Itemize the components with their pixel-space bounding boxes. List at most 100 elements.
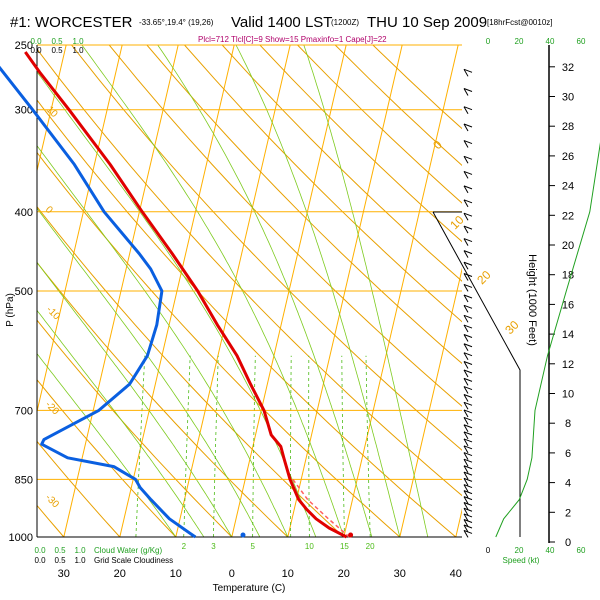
wind-barb-flag xyxy=(463,484,469,492)
cloud-water-scale-label: 1.0 xyxy=(74,546,86,555)
dry-adiabat-line xyxy=(37,319,233,537)
wind-barb-flag xyxy=(463,106,469,114)
isotherm-line xyxy=(455,508,462,537)
wind-barb xyxy=(463,343,473,348)
height-tick-label: 24 xyxy=(562,181,574,193)
dry-adiabat-line xyxy=(221,45,462,282)
wind-barb xyxy=(463,199,473,204)
cloud-scale-label: 0.0 xyxy=(30,37,42,46)
temperature-tick-label: 10 xyxy=(170,568,182,580)
wind-barb-flag xyxy=(463,294,469,303)
cloud-water-label: Cloud Water (g/Kg) xyxy=(94,546,163,555)
wind-barb-flag xyxy=(463,212,469,221)
moist-adiabat-line xyxy=(235,45,401,537)
wind-barb-flag xyxy=(463,361,469,369)
dry-adiabat-line xyxy=(184,45,462,323)
wind-barb xyxy=(463,445,473,450)
wind-barb xyxy=(463,377,473,382)
moist-adiabat-line xyxy=(37,207,261,537)
wind-barb-flag xyxy=(463,225,469,234)
moist-adiabat-line xyxy=(37,261,233,537)
wind-barb-flag xyxy=(463,465,469,473)
wind-barb-flag xyxy=(463,238,469,246)
wind-barb xyxy=(463,185,473,190)
temperature-tick-label: 0 xyxy=(229,568,235,580)
temperature-profile xyxy=(24,51,348,539)
wind-barb-flag xyxy=(463,199,469,208)
height-tick-label: 16 xyxy=(562,299,574,311)
temperature-tick-label: 40 xyxy=(450,568,462,580)
mixing-ratio-label: 3 xyxy=(211,542,216,551)
wind-barb xyxy=(463,369,473,374)
speed-axis-label: Speed (kt) xyxy=(503,556,540,565)
wind-barb xyxy=(463,424,473,429)
theta-label: 30 xyxy=(502,318,522,338)
wind-barb xyxy=(463,304,473,309)
wind-barb-flag xyxy=(463,424,469,432)
wind-barb-flag xyxy=(463,171,469,179)
wind-barb-flag xyxy=(463,324,469,333)
wind-barb-flag xyxy=(463,530,469,538)
pressure-tick-label: 500 xyxy=(15,286,33,298)
dewpoint-profile xyxy=(0,65,197,539)
moist-adiabat-line xyxy=(157,45,373,537)
dry-adiabat-line xyxy=(71,45,462,451)
pressure-tick-label: 700 xyxy=(15,405,33,417)
cloud-scale-label: 0.5 xyxy=(51,46,63,55)
wind-barb-flag xyxy=(463,438,469,447)
wind-barb xyxy=(463,519,473,523)
wind-barb xyxy=(463,416,473,421)
wind-barb xyxy=(463,238,473,243)
mixing-ratio-label: 10 xyxy=(305,542,314,551)
height-tick-label: 20 xyxy=(562,240,574,252)
height-tick-label: 6 xyxy=(565,448,571,460)
wind-barb xyxy=(463,294,473,299)
mixing-ratio-line xyxy=(183,355,191,537)
wind-barb xyxy=(463,458,473,463)
cloud-scale-label: 0.5 xyxy=(51,37,63,46)
wind-barb xyxy=(463,507,473,512)
left-temperature-label: 0 xyxy=(43,204,55,216)
wind-barb xyxy=(463,212,473,217)
wind-barb-flag xyxy=(463,123,469,132)
height-tick-label: 14 xyxy=(562,329,574,341)
wind-barb xyxy=(463,140,473,145)
wind-barb xyxy=(463,452,473,457)
temperature-tick-label: 10 xyxy=(282,568,294,580)
wind-barb xyxy=(463,394,473,398)
moist-adiabat-line xyxy=(37,145,289,537)
wind-barb xyxy=(463,88,473,92)
height-tick-label: 18 xyxy=(562,270,574,282)
valid-time: Valid 1400 LST xyxy=(231,14,333,31)
wind-barb-flag xyxy=(463,352,469,360)
wind-barb-flag xyxy=(463,394,469,402)
wind-barb-flag xyxy=(463,409,469,418)
wind-barb xyxy=(463,513,473,518)
wind-barb-flag xyxy=(463,261,469,270)
dry-adiabat-line xyxy=(37,261,289,537)
wind-speed-profile xyxy=(495,142,600,538)
top-speed-tick-label: 20 xyxy=(515,37,524,46)
height-tick-label: 22 xyxy=(562,210,574,222)
height-tick-label: 12 xyxy=(562,359,574,371)
dry-adiabat-line xyxy=(37,99,457,537)
wind-barb-flag xyxy=(463,69,469,77)
speed-tick-label: 40 xyxy=(546,546,555,555)
wind-barb-flag xyxy=(463,156,469,164)
pressure-tick-label: 250 xyxy=(15,40,33,52)
wind-barb xyxy=(463,314,473,319)
mixing-ratio-label: 2 xyxy=(182,542,187,551)
wind-barb-flag xyxy=(463,431,469,440)
dry-adiabat-line xyxy=(37,151,401,537)
wind-barb-flag xyxy=(463,250,469,258)
wind-barb-flag xyxy=(463,513,469,522)
cloud-water-scale-label: 0.0 xyxy=(34,546,46,555)
wind-barb xyxy=(463,334,473,338)
utc-time: (1200Z) xyxy=(331,18,360,27)
isotherm-line xyxy=(512,45,600,537)
height-tick-label: 26 xyxy=(562,151,574,163)
height-axis-label: Height (1000 Feet) xyxy=(526,254,538,346)
dry-adiabat-line xyxy=(37,379,177,537)
left-temperature-label: -30 xyxy=(43,492,61,510)
wind-barb xyxy=(463,490,473,495)
